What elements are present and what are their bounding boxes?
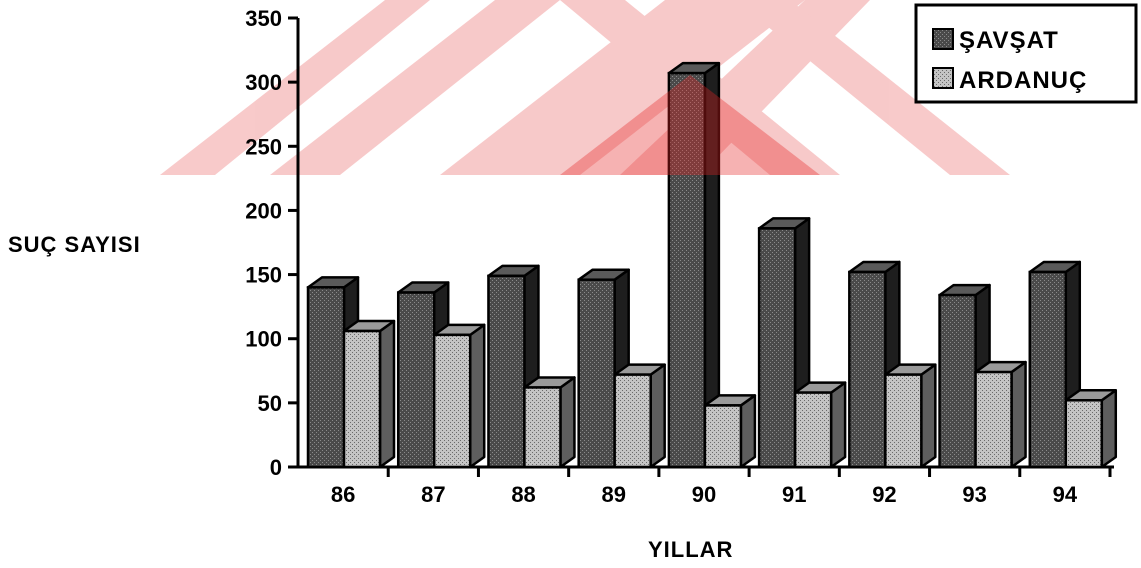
bar-savsat-90 [667, 61, 721, 469]
bar-ardanuc-90 [703, 394, 757, 469]
bar-ardanuc-89 [613, 363, 666, 469]
y-tick-label-250: 250 [245, 134, 282, 159]
bar-ardanuc-87 [432, 323, 486, 469]
y-tick-label-150: 150 [245, 263, 282, 288]
y-tick-label-0: 0 [270, 455, 282, 480]
tick-labels: 0 50 100 150 200 250 300 350 86 87 88 89 90 91 92 93 94 [245, 6, 1078, 507]
x-tick-label-88: 88 [511, 482, 535, 507]
legend-swatch-savsat [932, 28, 954, 50]
bar-ardanuc-88 [523, 376, 576, 469]
bar-ardanuc-92 [884, 363, 937, 469]
legend: ŞAVŞAT ARDANUÇ [914, 3, 1138, 104]
y-tick-label-300: 300 [245, 70, 282, 95]
x-axis-title: YILLAR [648, 537, 733, 562]
x-tick-label-90: 90 [692, 482, 716, 507]
x-tick-label-94: 94 [1053, 482, 1078, 507]
x-tick-label-91: 91 [782, 482, 806, 507]
watermark-logo [160, 0, 1010, 175]
x-tick-label-86: 86 [331, 482, 355, 507]
bar-ardanuc-86 [342, 319, 396, 469]
legend-label-savsat: ŞAVŞAT [959, 27, 1059, 54]
bar-ardanuc-91 [793, 381, 847, 469]
y-axis-title: SUÇ SAYISI [8, 232, 141, 257]
x-tick-label-93: 93 [962, 482, 986, 507]
bars [306, 61, 1118, 469]
y-tick-label-200: 200 [245, 198, 282, 223]
y-tick-label-100: 100 [245, 327, 282, 352]
bar-ardanuc-94 [1064, 389, 1118, 469]
watermark-overlay [560, 75, 820, 175]
bar-ardanuc-93 [974, 360, 1027, 469]
legend-swatch-ardanuc [932, 67, 954, 89]
x-tick-label-87: 87 [421, 482, 445, 507]
x-tick-label-92: 92 [872, 482, 896, 507]
legend-label-ardanuc: ARDANUÇ [959, 67, 1087, 94]
y-tick-label-50: 50 [258, 391, 282, 416]
y-tick-label-350: 350 [245, 6, 282, 31]
x-tick-label-89: 89 [602, 482, 626, 507]
